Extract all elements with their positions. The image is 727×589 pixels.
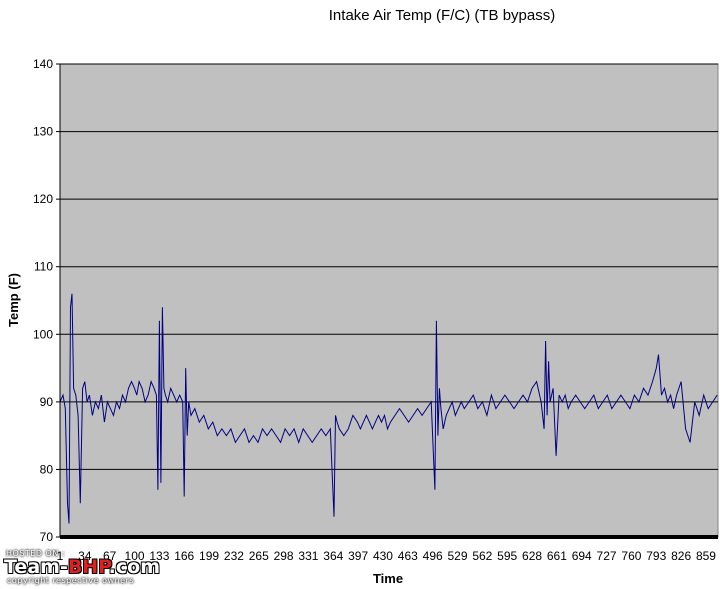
x-tick-label: 232 xyxy=(224,549,244,563)
x-tick-label: 496 xyxy=(423,549,443,563)
x-tick-label: 529 xyxy=(447,549,467,563)
x-tick-label: 562 xyxy=(472,549,492,563)
gridlines xyxy=(60,63,718,470)
watermark-hosted-text: HOSTED ON : xyxy=(6,549,66,558)
y-tick-label: 100 xyxy=(33,327,53,341)
y-tick-label: 130 xyxy=(33,125,53,139)
watermark-copyright-text: copyright respective owners xyxy=(7,576,134,585)
x-tick-label: 67 xyxy=(103,549,117,563)
y-tick-label: 90 xyxy=(40,395,54,409)
x-tick-label: 859 xyxy=(696,549,716,563)
y-tick-label: 70 xyxy=(40,530,54,544)
logo-accent-text: BHP xyxy=(67,556,109,578)
x-tick-label: 595 xyxy=(497,549,517,563)
x-tick-label: 34 xyxy=(78,549,92,563)
x-tick-label: 364 xyxy=(323,549,343,563)
x-tick-label: 661 xyxy=(547,549,567,563)
team-bhp-watermark: HOSTED ON : Team-BHP.com copyright respe… xyxy=(4,549,194,587)
y-tick-label: 140 xyxy=(33,57,53,71)
x-tick-label: 199 xyxy=(199,549,219,563)
x-tick-label: 760 xyxy=(621,549,641,563)
x-axis-ticks: 1 34 67 100 133 166 199 232 265 298 331 364 397 430 46… xyxy=(57,549,717,563)
x-tick-label: 100 xyxy=(125,549,145,563)
x-tick-label: 463 xyxy=(398,549,418,563)
y-tick-label: 120 xyxy=(33,192,53,206)
x-tick-label: 166 xyxy=(174,549,194,563)
y-axis-label: Temp (F) xyxy=(6,273,21,327)
x-tick-label: 397 xyxy=(348,549,368,563)
y-axis-ticks: 70 80 90 100 110 120 130 140 xyxy=(33,57,60,544)
chart-title: Intake Air Temp (F/C) (TB bypass) xyxy=(329,7,555,24)
x-tick-label: 628 xyxy=(522,549,542,563)
y-tick-label: 80 xyxy=(40,462,54,476)
x-tick-label: 133 xyxy=(149,549,169,563)
x-tick-label: 331 xyxy=(298,549,318,563)
x-tick-label: 694 xyxy=(572,549,592,563)
x-tick-label: 430 xyxy=(373,549,393,563)
y-tick-label: 110 xyxy=(34,260,53,274)
x-tick-label: 1 xyxy=(57,549,64,563)
team-bhp-logo: Team-BHP.com xyxy=(4,556,160,578)
logo-left-text: Team- xyxy=(4,556,68,578)
series-line xyxy=(59,293,718,524)
x-tick-label: 265 xyxy=(249,549,269,563)
x-axis-label: Time xyxy=(373,571,403,586)
plot-area xyxy=(59,63,719,538)
logo-right-text: .com xyxy=(108,556,160,578)
x-tick-label: 727 xyxy=(597,549,617,563)
x-tick-label: 793 xyxy=(646,549,666,563)
x-tick-label: 298 xyxy=(274,549,294,563)
x-tick-label: 826 xyxy=(671,549,691,563)
